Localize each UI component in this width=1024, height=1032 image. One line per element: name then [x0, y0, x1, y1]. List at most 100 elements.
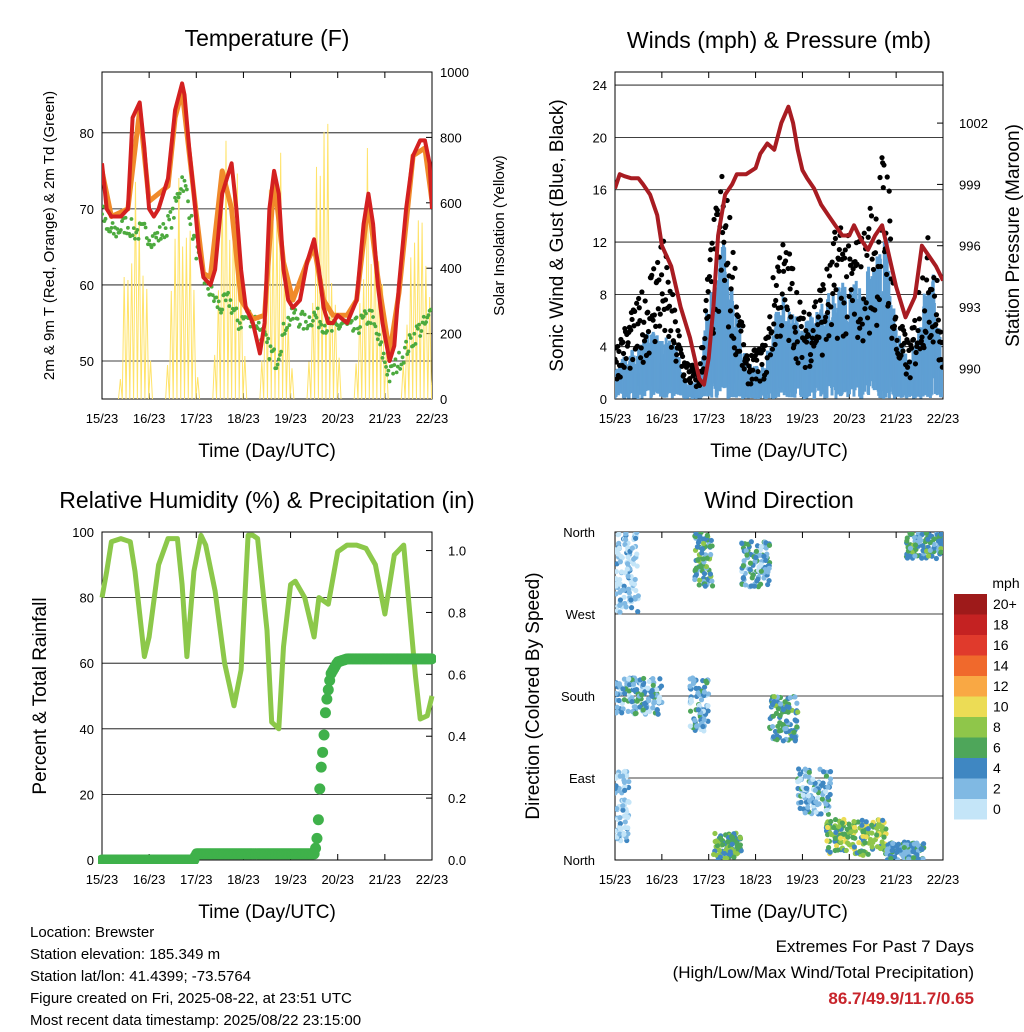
- dewpoint-point: [397, 350, 401, 355]
- gust-point: [655, 306, 661, 312]
- dewpoint-point: [159, 236, 163, 241]
- dewpoint-point: [380, 356, 385, 360]
- direction-point: [859, 822, 865, 828]
- gust-point: [802, 364, 808, 371]
- direction-point: [714, 842, 721, 849]
- direction-point: [708, 551, 714, 558]
- dewpoint-point: [393, 357, 398, 362]
- direction-point: [862, 840, 868, 846]
- direction-point: [632, 576, 638, 583]
- gust-point: [809, 335, 816, 341]
- gust-point: [806, 311, 812, 317]
- direction-point: [802, 810, 808, 816]
- direction-point: [705, 703, 711, 709]
- direction-point: [938, 549, 943, 555]
- dewpoint-point: [386, 368, 391, 373]
- direction-point: [615, 532, 621, 538]
- dewpoint-point: [166, 214, 170, 218]
- direction-ytick-label: East: [569, 771, 595, 786]
- direction-plot-area: [615, 532, 943, 860]
- direction-point: [803, 785, 809, 791]
- direction-point: [624, 773, 630, 779]
- direction-point: [923, 532, 930, 536]
- direction-point: [783, 718, 790, 724]
- gust-point: [703, 297, 709, 304]
- gust-point: [788, 314, 794, 320]
- direction-point: [619, 773, 626, 779]
- temperature-xtick-label: 19/23: [274, 411, 307, 426]
- direction-point: [698, 697, 705, 703]
- dewpoint-point: [285, 325, 289, 330]
- winds-ytick-label: 16: [593, 183, 607, 198]
- gust-point: [674, 352, 680, 358]
- dewpoint-point: [183, 184, 188, 188]
- rh-xtick-label: 15/23: [86, 872, 119, 887]
- dewpoint-point: [164, 233, 169, 238]
- direction-point: [622, 819, 628, 825]
- direction-point: [624, 561, 631, 567]
- gust-point: [798, 323, 804, 330]
- dewpoint-point: [352, 327, 357, 331]
- dewpoint-point: [114, 234, 119, 239]
- gust-point: [826, 273, 833, 279]
- direction-point: [823, 807, 829, 814]
- direction-point: [633, 587, 639, 594]
- gust-point: [748, 381, 754, 387]
- gust-point: [902, 331, 908, 337]
- temperature-y2tick-label: 1000: [440, 65, 469, 80]
- gust-point: [731, 345, 737, 351]
- dewpoint-point: [142, 221, 147, 226]
- dewpoint-point: [407, 333, 412, 337]
- gust-point: [655, 259, 661, 266]
- dewpoint-point: [144, 236, 149, 240]
- gust-point: [847, 262, 854, 268]
- direction-point: [635, 608, 641, 615]
- dewpoint-point: [154, 235, 159, 240]
- direction-xtick-label: 21/23: [880, 872, 913, 887]
- rh-plot-area: [98, 532, 436, 864]
- direction-point: [625, 708, 631, 715]
- direction-point: [642, 689, 648, 695]
- gust-point: [631, 323, 637, 329]
- gust-point: [862, 306, 868, 312]
- direction-point: [813, 799, 819, 805]
- gust-point: [630, 356, 636, 363]
- direction-point: [655, 711, 661, 717]
- direction-point: [699, 546, 705, 552]
- direction-point: [807, 798, 813, 804]
- direction-point: [625, 554, 631, 560]
- gust-point: [877, 174, 883, 181]
- dewpoint-point: [400, 355, 405, 360]
- direction-point: [828, 818, 834, 825]
- dewpoint-point: [426, 313, 431, 318]
- gust-point: [625, 340, 631, 346]
- direction-point: [622, 768, 628, 774]
- direction-point: [846, 821, 852, 827]
- direction-point: [797, 771, 803, 777]
- gust-point: [884, 174, 890, 180]
- gust-point: [916, 316, 922, 322]
- direction-point: [825, 784, 831, 790]
- gust-point: [638, 345, 644, 351]
- temperature-y2tick-label: 0: [440, 392, 447, 407]
- legend-swatch: [954, 676, 987, 697]
- legend-label: 12: [993, 678, 1009, 694]
- direction-point: [775, 706, 781, 712]
- dewpoint-point: [143, 225, 148, 230]
- winds-ytick-label: 8: [600, 287, 607, 302]
- direction-point: [925, 536, 931, 542]
- gust-point: [845, 243, 852, 249]
- direction-point: [785, 709, 791, 715]
- direction-point: [703, 563, 710, 570]
- direction-point: [874, 832, 880, 838]
- dewpoint-point: [377, 332, 381, 337]
- dewpoint-point: [219, 310, 223, 315]
- direction-point: [931, 536, 937, 542]
- winds-ytick-label: 12: [593, 235, 607, 250]
- dewpoint-point: [223, 298, 228, 303]
- gust-point: [639, 289, 645, 295]
- dewpoint-point: [419, 329, 424, 333]
- direction-point: [904, 538, 910, 544]
- direction-point: [869, 822, 875, 828]
- dewpoint-point: [302, 312, 307, 317]
